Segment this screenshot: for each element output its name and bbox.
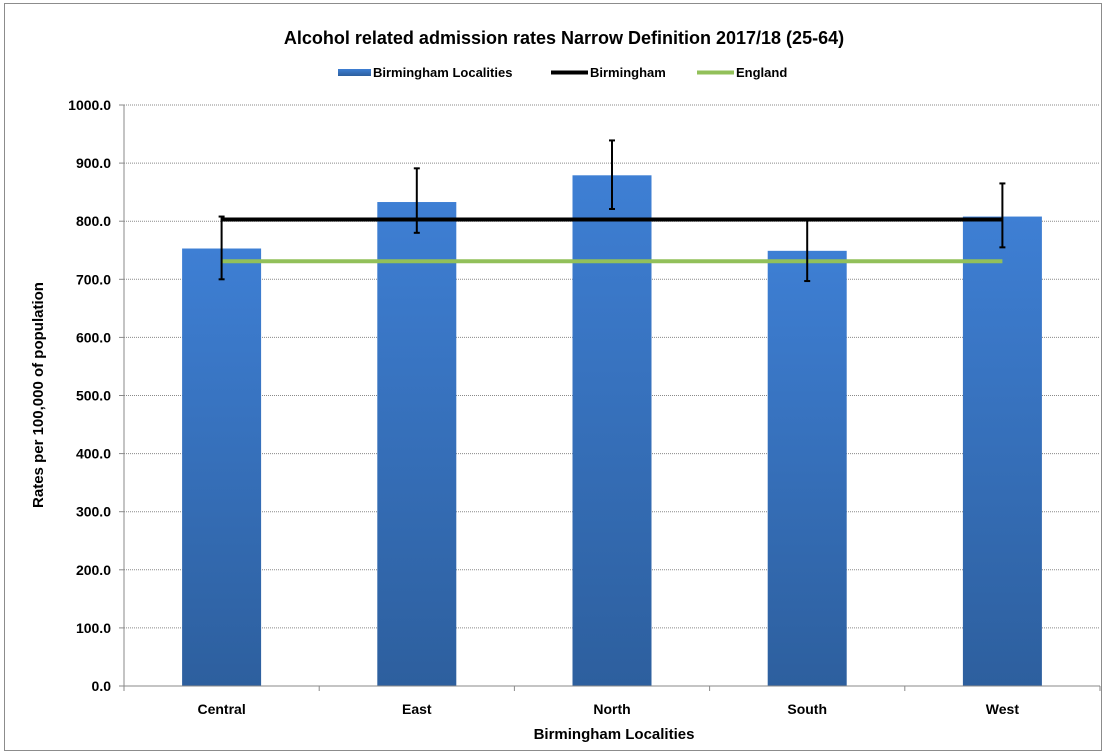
y-tick-label: 800.0	[76, 213, 111, 229]
y-tick-label: 1000.0	[68, 97, 111, 113]
legend-label: Birmingham	[590, 65, 666, 80]
error-bar	[413, 167, 420, 234]
x-tick-label: Central	[197, 701, 245, 717]
legend: Birmingham Localities Birmingham England	[338, 65, 787, 80]
y-tick-label: 0.0	[92, 678, 112, 694]
legend-label: Birmingham Localities	[373, 65, 512, 80]
error-bar	[804, 218, 811, 283]
bar-north	[572, 175, 652, 686]
x-tick-label: North	[593, 701, 630, 717]
legend-item: England	[697, 65, 787, 80]
y-axis-title: Rates per 100,000 of population	[30, 282, 47, 508]
y-tick-label: 300.0	[76, 504, 111, 520]
y-tick-label: 100.0	[76, 620, 111, 636]
y-tick-label: 700.0	[76, 271, 111, 287]
legend-item: Birmingham Localities	[338, 65, 512, 80]
x-tick-label: West	[986, 701, 1020, 717]
x-tick-label: East	[402, 701, 432, 717]
y-tick-label: 500.0	[76, 388, 111, 404]
reference-lines	[221, 217, 1003, 264]
x-tick-label: South	[787, 701, 827, 717]
bar-central	[182, 248, 262, 686]
error-bar	[999, 182, 1006, 249]
error-bar	[609, 139, 615, 210]
error-bars	[218, 139, 1006, 283]
y-tick-label: 400.0	[76, 446, 111, 462]
legend-swatch	[338, 69, 371, 76]
y-tick-label: 600.0	[76, 329, 111, 345]
y-tick-label: 900.0	[76, 155, 111, 171]
error-bar	[218, 215, 225, 281]
legend-item: Birmingham	[551, 65, 666, 80]
axes: 0.0 100.0 200.0 300.0 400.0 500.0 600.0 700.0 80…	[68, 97, 1101, 717]
legend-label: England	[736, 65, 787, 80]
bar-south	[767, 250, 847, 686]
bar-east	[377, 202, 457, 687]
bar-west	[962, 216, 1042, 686]
bars	[182, 175, 1042, 687]
x-axis-title: Birmingham Localities	[534, 726, 695, 743]
chart-title: Alcohol related admission rates Narrow D…	[284, 28, 844, 48]
y-tick-label: 200.0	[76, 562, 111, 578]
